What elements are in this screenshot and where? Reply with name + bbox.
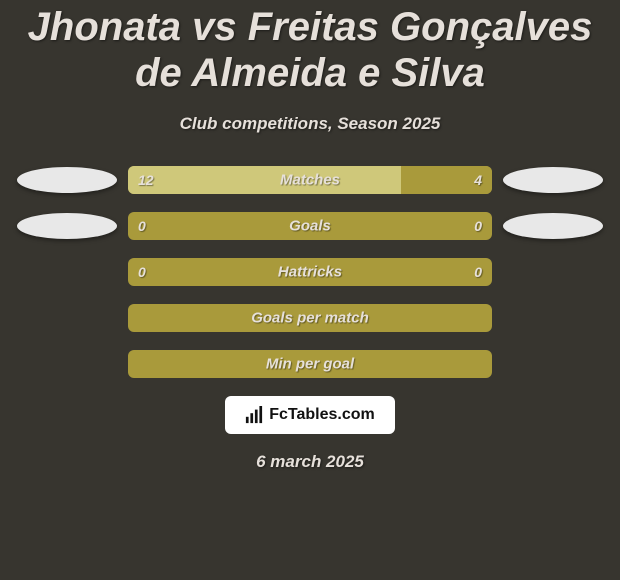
stat-row: Min per goal bbox=[12, 350, 608, 378]
avatar-slot-right bbox=[498, 167, 608, 193]
card-subtitle: Club competitions, Season 2025 bbox=[0, 114, 620, 134]
stat-label: Min per goal bbox=[266, 356, 354, 373]
stat-value-left: 12 bbox=[138, 172, 154, 188]
player-avatar-right bbox=[503, 167, 603, 193]
player-avatar-left bbox=[17, 213, 117, 239]
stat-label: Matches bbox=[280, 172, 340, 189]
stat-row: 0 0 Goals bbox=[12, 212, 608, 240]
stat-value-right: 4 bbox=[474, 172, 482, 188]
bar-segment-left bbox=[128, 166, 401, 194]
stat-bar: 12 4 Matches bbox=[128, 166, 492, 194]
stat-label: Goals bbox=[289, 218, 331, 235]
stat-row: 0 0 Hattricks bbox=[12, 258, 608, 286]
stat-bar: Goals per match bbox=[128, 304, 492, 332]
player-avatar-right bbox=[503, 213, 603, 239]
stat-value-left: 0 bbox=[138, 218, 146, 234]
stat-bar: 0 0 Goals bbox=[128, 212, 492, 240]
stat-row: Goals per match bbox=[12, 304, 608, 332]
stat-label: Goals per match bbox=[251, 310, 369, 327]
footer-logo-wrap: FcTables.com bbox=[0, 396, 620, 434]
avatar-slot-left bbox=[12, 213, 122, 239]
bars-icon bbox=[245, 406, 263, 424]
logo-box[interactable]: FcTables.com bbox=[225, 396, 395, 434]
stat-value-right: 0 bbox=[474, 218, 482, 234]
stat-bar: 0 0 Hattricks bbox=[128, 258, 492, 286]
stat-rows: 12 4 Matches 0 0 Goals 0 0 Hattricks Goals per ma… bbox=[0, 166, 620, 378]
stat-bar: Min per goal bbox=[128, 350, 492, 378]
stat-value-left: 0 bbox=[138, 264, 146, 280]
stat-label: Hattricks bbox=[278, 264, 342, 281]
logo-text: FcTables.com bbox=[269, 406, 375, 424]
player-avatar-left bbox=[17, 167, 117, 193]
footer-date: 6 march 2025 bbox=[0, 452, 620, 472]
stat-row: 12 4 Matches bbox=[12, 166, 608, 194]
stat-value-right: 0 bbox=[474, 264, 482, 280]
avatar-slot-right bbox=[498, 213, 608, 239]
avatar-slot-left bbox=[12, 167, 122, 193]
card-title: Jhonata vs Freitas Gonçalves de Almeida … bbox=[0, 4, 620, 96]
comparison-card: Jhonata vs Freitas Gonçalves de Almeida … bbox=[0, 0, 620, 580]
